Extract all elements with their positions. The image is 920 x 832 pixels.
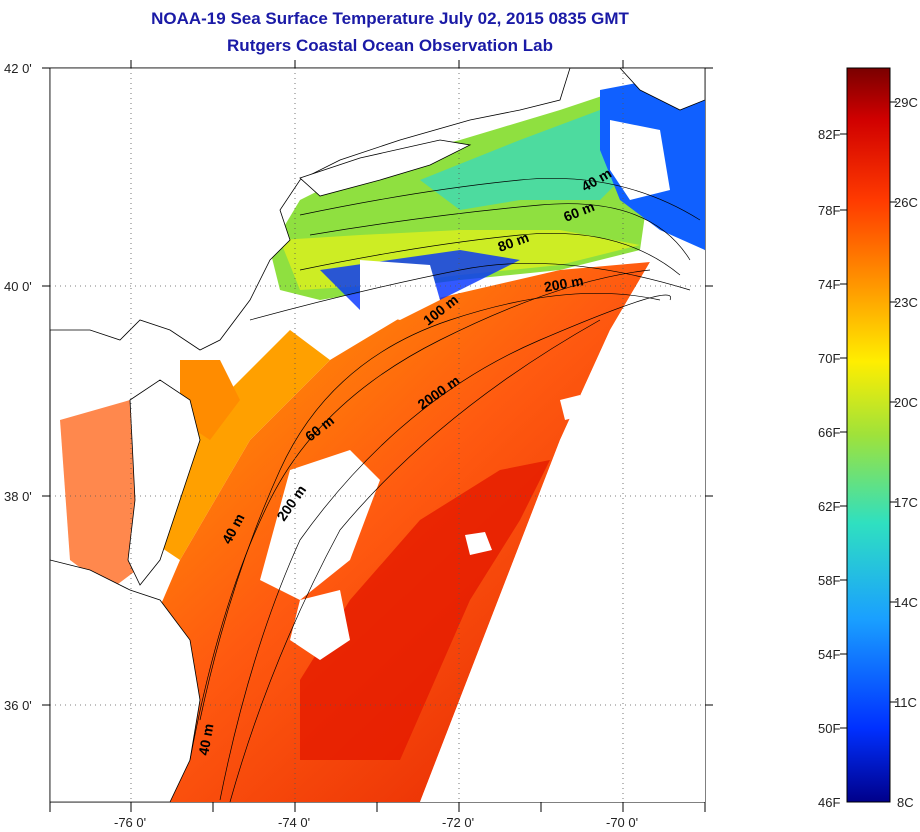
colorbar-label-f: 58F xyxy=(818,573,841,588)
lon-label: -76 0' xyxy=(114,815,147,830)
colorbar-label-f: 54F xyxy=(818,647,841,662)
colorbar-label-f: 78F xyxy=(818,203,841,218)
colorbar-label-c: 14C xyxy=(894,595,918,610)
lat-label: 42 0' xyxy=(4,61,32,76)
colorbar-label-f: 46F xyxy=(818,795,841,810)
map-title: NOAA-19 Sea Surface Temperature July 02,… xyxy=(151,9,629,28)
lon-label: -74 0' xyxy=(278,815,311,830)
hot-water-core xyxy=(300,460,550,760)
colorbar-label-f: 74F xyxy=(818,277,841,292)
no-data-region xyxy=(420,250,705,802)
contour-label: 40 m xyxy=(195,722,216,756)
colorbar-ticks xyxy=(840,101,897,729)
depth-contours xyxy=(189,178,701,802)
colorbar-label-f: 66F xyxy=(818,425,841,440)
contour-label: 200 m xyxy=(543,272,585,295)
colorbar-label-c: 17C xyxy=(894,495,918,510)
orange-shelf-water xyxy=(150,330,330,560)
land-long-island xyxy=(299,139,472,197)
colorbar-label-c: 29C xyxy=(894,95,918,110)
colorbar-label-c: 23C xyxy=(894,295,918,310)
lat-label: 36 0' xyxy=(4,698,32,713)
colorbar-label-c: 8C xyxy=(897,795,914,810)
lon-label: -72 0' xyxy=(442,815,475,830)
land-delmarva xyxy=(127,379,201,586)
cloud-patch xyxy=(465,532,492,555)
land-new-england xyxy=(50,68,571,351)
land-cape-cod xyxy=(619,68,705,111)
axis-ticks xyxy=(42,60,713,812)
lat-label: 40 0' xyxy=(4,279,32,294)
colorbar-label-c: 26C xyxy=(894,195,918,210)
colorbar-label-f: 70F xyxy=(818,351,841,366)
colorbar-label-f: 62F xyxy=(818,499,841,514)
colorbar-label-c: 11C xyxy=(894,695,917,710)
cloud-patch xyxy=(360,260,440,320)
colorbar-label-f: 82F xyxy=(818,127,841,142)
graticule xyxy=(50,68,705,802)
land-virginia xyxy=(50,559,201,802)
colorbar-label-f: 50F xyxy=(818,721,841,736)
lon-label: -70 0' xyxy=(606,815,639,830)
colorbar xyxy=(846,67,891,803)
cloud-patch xyxy=(290,590,350,660)
cloud-patch xyxy=(610,120,670,200)
map-subtitle: Rutgers Coastal Ocean Observation Lab xyxy=(227,36,553,55)
lat-label: 38 0' xyxy=(4,489,32,504)
colorbar-label-c: 20C xyxy=(894,395,918,410)
